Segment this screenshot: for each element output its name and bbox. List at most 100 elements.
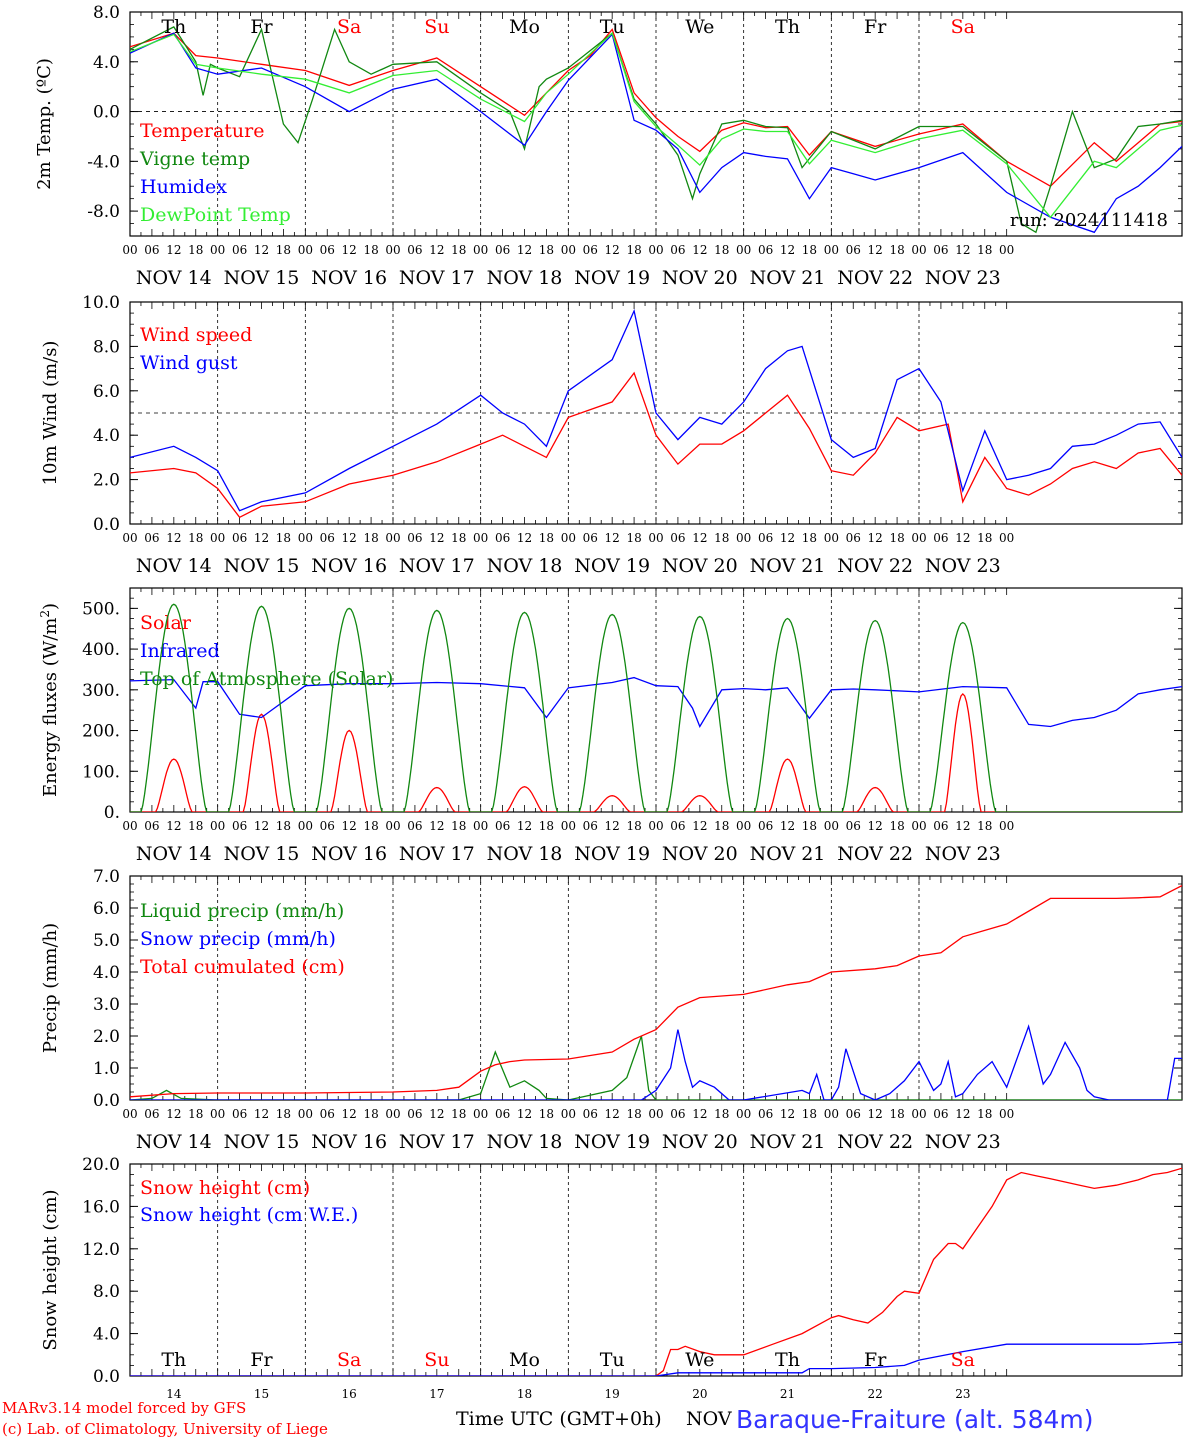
- day-of-week-label: Tu: [600, 16, 625, 38]
- day-of-week-label: We: [685, 16, 714, 38]
- date-label: NOV 22: [837, 843, 913, 865]
- hour-tick-label: 18: [276, 819, 291, 833]
- hour-tick-label: 00: [122, 819, 137, 833]
- day-number-label: 14: [166, 1387, 182, 1401]
- y-tick-label: 0.0: [93, 103, 120, 123]
- hour-tick-label: 12: [166, 1107, 181, 1121]
- series-line-wind-speed: [130, 371, 1182, 519]
- hour-tick-label: 12: [692, 1107, 707, 1121]
- hour-tick-label: 12: [517, 531, 532, 545]
- hour-tick-label: 00: [210, 819, 225, 833]
- date-label: NOV 18: [487, 1131, 563, 1153]
- hour-tick-label: 00: [824, 243, 839, 257]
- legend-entry: Snow precip (mm/h): [140, 928, 336, 950]
- hour-tick-label: 00: [999, 819, 1014, 833]
- date-label: NOV 16: [311, 555, 387, 577]
- hour-tick-label: 06: [407, 531, 422, 545]
- y-tick-label: 1.0: [93, 1059, 120, 1079]
- hour-tick-label: 06: [670, 1107, 685, 1121]
- series-line-top-of-atmosphere-solar-: [130, 603, 1182, 812]
- hour-tick-label: 18: [539, 531, 554, 545]
- hour-tick-label: 00: [385, 1107, 400, 1121]
- hour-tick-label: 00: [122, 243, 137, 257]
- hour-tick-label: 06: [495, 819, 510, 833]
- y-tick-label: 0.0: [93, 1367, 120, 1387]
- date-label: NOV 15: [224, 267, 300, 289]
- date-label: NOV 22: [837, 555, 913, 577]
- date-label: NOV 23: [925, 1131, 1001, 1153]
- day-of-week-label: Sa: [337, 16, 361, 38]
- hour-tick-label: 18: [802, 531, 817, 545]
- date-label: NOV 20: [662, 555, 738, 577]
- hour-tick-label: 12: [692, 819, 707, 833]
- y-tick-label: 20.0: [82, 1155, 120, 1175]
- y-tick-label: 7.0: [93, 867, 120, 887]
- date-label: NOV 14: [136, 555, 212, 577]
- date-label: NOV 17: [399, 1131, 475, 1153]
- date-label: NOV 22: [837, 1131, 913, 1153]
- day-of-week-label: Sa: [951, 16, 975, 38]
- y-tick-label: 4.0: [93, 426, 120, 446]
- hour-tick-label: 06: [758, 1107, 773, 1121]
- date-label: NOV 20: [662, 267, 738, 289]
- y-tick-label: 3.0: [93, 995, 120, 1015]
- y-tick-label: 0.0: [93, 515, 120, 535]
- y-tick-label: 4.0: [93, 963, 120, 983]
- y-axis-label: Energy fluxes (W/m2): [38, 603, 61, 797]
- date-label: NOV 14: [136, 267, 212, 289]
- hour-tick-label: 12: [166, 531, 181, 545]
- series-line-snow-height-cm-w-e-: [130, 1341, 1182, 1376]
- hour-tick-label: 12: [254, 243, 269, 257]
- hour-tick-label: 00: [561, 531, 576, 545]
- hour-tick-label: 06: [144, 243, 159, 257]
- date-label: NOV 16: [311, 1131, 387, 1153]
- series-line-dewpoint-temp: [130, 32, 1182, 219]
- hour-tick-label: 06: [144, 531, 159, 545]
- y-tick-label: 2.0: [93, 1027, 120, 1047]
- hour-tick-label: 18: [977, 243, 992, 257]
- day-of-week-label: Sa: [951, 1349, 975, 1371]
- hour-tick-label: 18: [276, 243, 291, 257]
- y-tick-label: 400.: [82, 640, 120, 660]
- day-number-label: 22: [868, 1387, 883, 1401]
- hour-tick-label: 00: [298, 531, 313, 545]
- hour-tick-label: 18: [802, 819, 817, 833]
- y-axis-label: Snow height (cm): [40, 1189, 61, 1350]
- hour-tick-label: 06: [495, 243, 510, 257]
- hour-tick-label: 12: [868, 1107, 883, 1121]
- hour-tick-label: 06: [232, 1107, 247, 1121]
- hour-tick-label: 00: [911, 1107, 926, 1121]
- hour-tick-label: 06: [232, 531, 247, 545]
- hour-tick-label: 06: [933, 531, 948, 545]
- y-tick-label: 12.0: [82, 1240, 120, 1260]
- hour-tick-label: 06: [320, 1107, 335, 1121]
- hour-tick-label: 12: [605, 819, 620, 833]
- y-tick-label: 8.0: [93, 1282, 120, 1302]
- hour-tick-label: 00: [911, 819, 926, 833]
- hour-tick-label: 06: [232, 243, 247, 257]
- date-label: NOV 17: [399, 555, 475, 577]
- hour-tick-label: 00: [911, 243, 926, 257]
- hour-tick-label: 06: [583, 531, 598, 545]
- date-label: NOV 19: [574, 1131, 650, 1153]
- hour-tick-label: 12: [955, 243, 970, 257]
- hour-tick-label: 12: [517, 819, 532, 833]
- hour-tick-label: 06: [232, 819, 247, 833]
- hour-tick-label: 18: [626, 243, 641, 257]
- day-of-week-label: Fr: [864, 1349, 887, 1371]
- hour-tick-label: 00: [561, 819, 576, 833]
- legend-entry: Snow height (cm): [140, 1177, 310, 1199]
- day-number-label: 18: [517, 1387, 532, 1401]
- hour-tick-label: 12: [692, 243, 707, 257]
- day-of-week-label: Tu: [600, 1349, 625, 1371]
- date-label: NOV 23: [925, 843, 1001, 865]
- date-label: NOV 15: [224, 555, 300, 577]
- hour-tick-label: 18: [539, 1107, 554, 1121]
- hour-tick-label: 06: [583, 1107, 598, 1121]
- day-of-week-label: Th: [775, 1349, 800, 1371]
- run-annotation: run: 2024111418: [1010, 210, 1168, 231]
- hour-tick-label: 18: [363, 531, 378, 545]
- series-line-solar: [130, 692, 1182, 812]
- hour-tick-label: 06: [758, 531, 773, 545]
